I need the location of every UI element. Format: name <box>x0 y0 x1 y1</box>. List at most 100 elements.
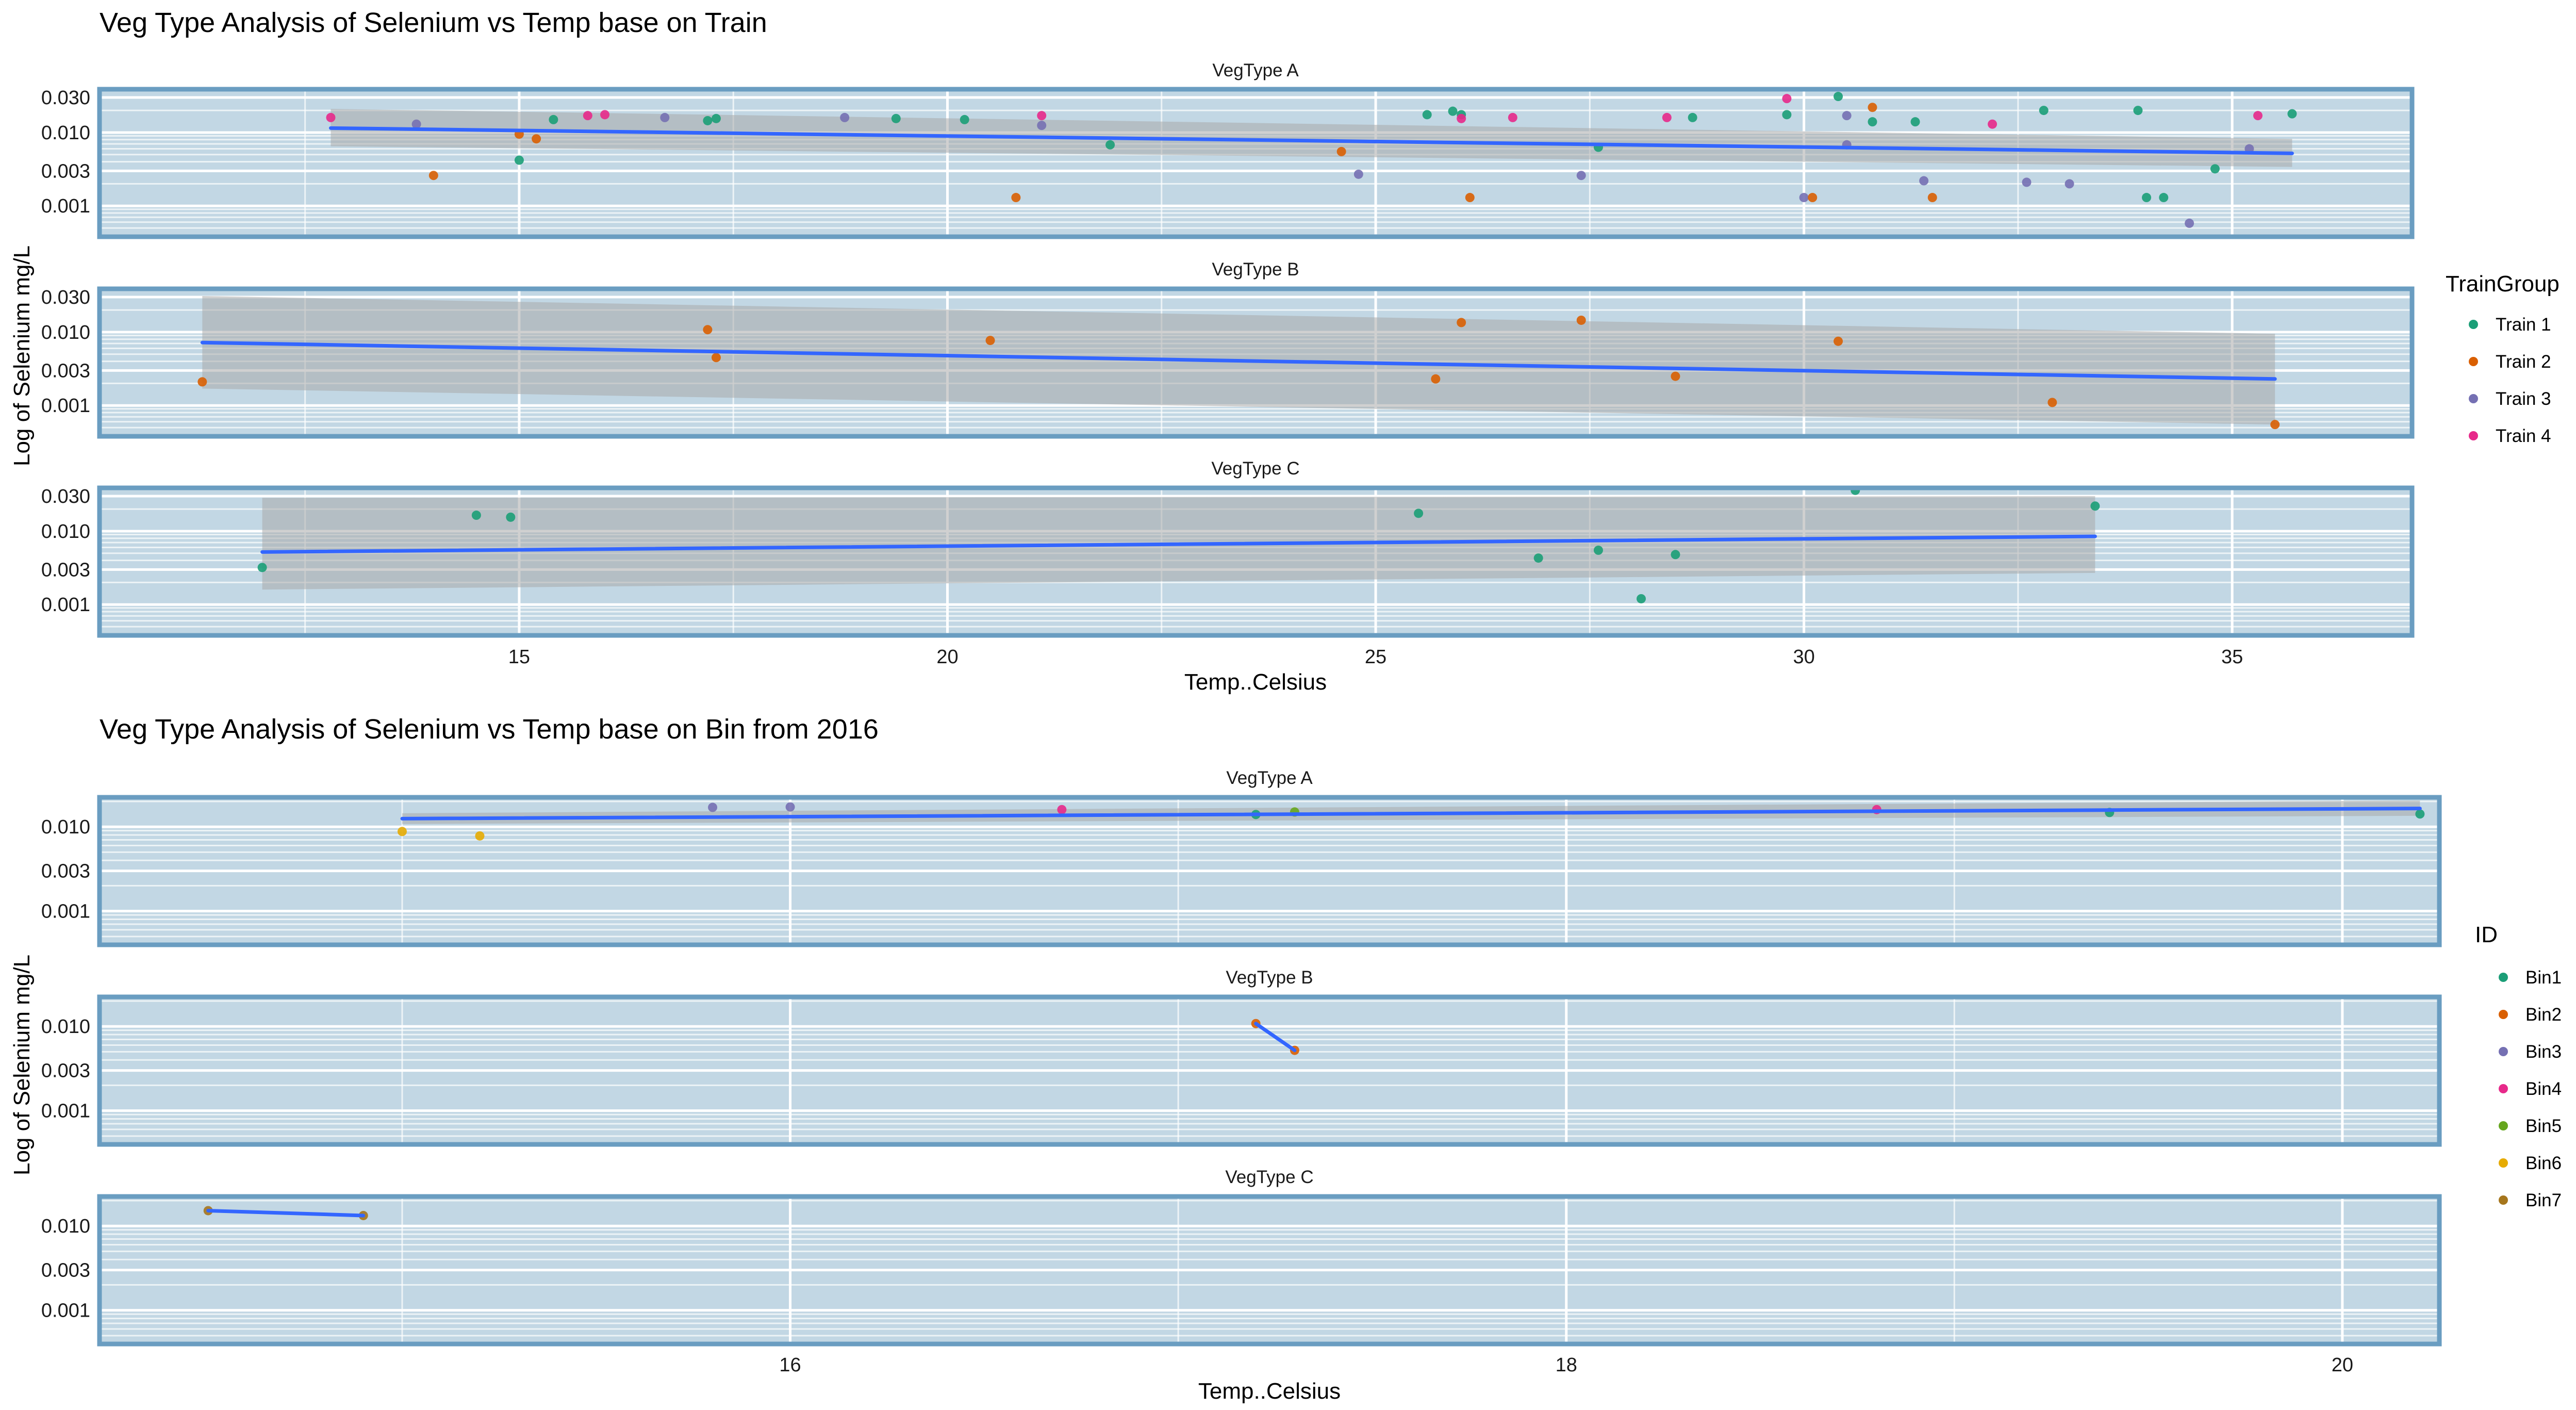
y-tick-label: 0.030 <box>41 486 90 507</box>
data-point <box>2142 193 2152 203</box>
data-point <box>2065 179 2074 189</box>
data-point <box>398 827 407 837</box>
chart1-strip-vegtype-c: VegType C <box>1211 458 1299 479</box>
panel-border <box>97 795 2442 947</box>
data-point <box>1353 169 1363 179</box>
data-point <box>1834 336 1843 346</box>
data-point <box>532 134 541 144</box>
chart2-legend-key <box>2499 1084 2508 1093</box>
chart2-legend-label-bin1: Bin1 <box>2525 968 2562 988</box>
data-point <box>2185 218 2194 228</box>
y-tick-label: 0.001 <box>41 1101 90 1122</box>
chart1-x-tick-label: 35 <box>2221 646 2243 668</box>
data-point <box>1422 110 1432 120</box>
data-point <box>985 336 995 346</box>
panel-border <box>97 286 2415 439</box>
y-tick-label: 0.030 <box>41 87 90 109</box>
data-point <box>2287 109 2297 119</box>
chart2-legend-key <box>2499 1047 2508 1056</box>
chart1-x-tick-label: 15 <box>508 646 530 668</box>
data-point <box>1037 121 1047 130</box>
data-point <box>471 511 481 520</box>
panel-border <box>97 485 2415 638</box>
data-point <box>475 831 485 841</box>
chart2-legend-key <box>2499 973 2508 982</box>
data-point <box>1414 509 1424 518</box>
data-point <box>785 802 795 812</box>
data-point <box>1808 193 1818 203</box>
data-point <box>1782 110 1792 120</box>
chart1-legend-label-train-3: Train 3 <box>2496 389 2551 409</box>
chart2-strip-vegtype-c: VegType C <box>1225 1167 1313 1187</box>
panel-border <box>97 994 2442 1147</box>
trend-line <box>206 1208 366 1218</box>
y-tick-label: 0.010 <box>41 521 90 543</box>
data-point <box>549 114 558 124</box>
data-point <box>2047 398 2057 407</box>
chart2-legend-label-bin3: Bin3 <box>2525 1042 2562 1062</box>
y-tick-label: 0.010 <box>41 122 90 144</box>
y-tick-label: 0.001 <box>41 395 90 417</box>
chart1-title: Veg Type Analysis of Selenium vs Temp ba… <box>100 7 767 38</box>
data-point <box>411 119 421 129</box>
data-point <box>712 353 721 363</box>
chart1-x-tick-label: 25 <box>1365 646 1386 668</box>
chart2-legend-label-bin7: Bin7 <box>2525 1190 2562 1210</box>
data-point <box>1662 112 1672 122</box>
data-point <box>2210 164 2220 174</box>
data-point <box>1576 315 1586 325</box>
data-point <box>1593 545 1603 555</box>
chart2-legend-key <box>2499 1010 2508 1019</box>
data-point <box>197 377 207 387</box>
chart1-legend-label-train-1: Train 1 <box>2496 315 2551 335</box>
y-tick-label: 0.030 <box>41 287 90 308</box>
y-tick-label: 0.001 <box>41 594 90 616</box>
data-point <box>1988 119 1997 129</box>
chart1-y-axis-title: Log of Selenium mg/L <box>9 245 35 466</box>
y-tick-label: 0.001 <box>41 195 90 217</box>
data-point <box>2022 177 2032 187</box>
data-point <box>712 113 721 123</box>
data-point <box>960 114 969 124</box>
chart1-strip-vegtype-a: VegType A <box>1212 60 1299 80</box>
chart2-legend-label-bin5: Bin5 <box>2525 1116 2562 1136</box>
data-point <box>1037 111 1047 121</box>
chart1-legend-key <box>2469 394 2478 403</box>
chart1-panel-1: 0.001 0.003 0.010 0.030 <box>41 87 2415 239</box>
chart1-legend-key <box>2469 431 2478 440</box>
data-point <box>1105 140 1115 150</box>
data-point <box>1576 171 1586 181</box>
data-point <box>2253 111 2263 121</box>
chart2-strip-vegtype-b: VegType B <box>1226 968 1313 988</box>
chart2-legend-label-bin2: Bin2 <box>2525 1005 2562 1025</box>
data-point <box>2270 420 2280 430</box>
data-point <box>1011 193 1021 203</box>
chart1-panel-3: 0.001 0.003 0.010 0.030 <box>41 485 2415 638</box>
data-point <box>1927 193 1937 203</box>
trend-line <box>200 340 2277 381</box>
chart2-x-tick-label: 16 <box>779 1354 801 1376</box>
chart2-panel-2: 0.001 0.003 0.010 <box>41 994 2442 1147</box>
y-tick-label: 0.003 <box>41 360 90 382</box>
y-tick-label: 0.010 <box>41 322 90 343</box>
data-point <box>428 171 438 181</box>
chart2-x-tick-label: 18 <box>1556 1354 1577 1376</box>
chart1-x-tick-label: 20 <box>936 646 958 668</box>
trend-line <box>1254 1022 1297 1053</box>
data-point <box>1637 594 1646 603</box>
data-point <box>1868 103 1877 112</box>
y-tick-label: 0.003 <box>41 861 90 882</box>
chart2-legend-key <box>2499 1121 2508 1130</box>
plot-layer: 0.001 0.003 0.010 0.030 0.001 0.003 0.010 0.030… <box>41 87 2508 1376</box>
chart1-panel-2: 0.001 0.003 0.010 0.030 <box>41 286 2415 439</box>
y-tick-label: 0.003 <box>41 160 90 182</box>
data-point <box>1533 553 1543 563</box>
chart1-strip-vegtype-b: VegType B <box>1212 259 1299 280</box>
data-point <box>1671 371 1680 381</box>
data-point <box>506 512 516 522</box>
data-point <box>891 113 901 123</box>
y-tick-label: 0.003 <box>41 1060 90 1082</box>
data-point <box>600 110 610 120</box>
data-point <box>2090 501 2100 511</box>
data-point <box>514 155 524 165</box>
